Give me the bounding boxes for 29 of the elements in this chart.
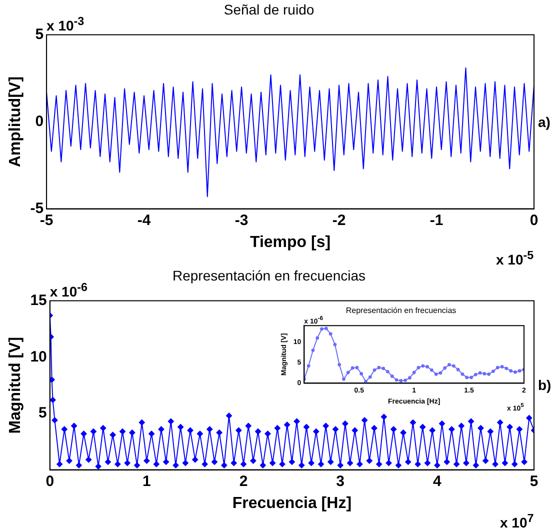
y-tick-label: -5 — [30, 200, 44, 217]
x-tick-label: -4 — [137, 212, 152, 229]
text: x 10$^{7}$ — [500, 512, 534, 531]
chart-title: Representación en frecuencias — [172, 267, 366, 284]
x-tick-label: -3 — [234, 212, 248, 229]
x-tick-label: 3 — [336, 472, 345, 490]
y-tick-label: 10 — [30, 348, 47, 366]
x-tick-label: 4 — [433, 472, 442, 490]
y-axis-title: Magnitud [V] — [7, 336, 24, 434]
y-tick-label: 0 — [35, 112, 44, 130]
x-tick-label: -1 — [430, 212, 444, 229]
text: x 10$^{-5}$ — [496, 249, 534, 268]
x-tick-label: 2 — [239, 472, 248, 490]
text: a) — [538, 114, 550, 130]
x-axis-title: Frecuencia [Hz] — [232, 494, 352, 512]
x-axis-title: Tiempo [s] — [250, 234, 331, 251]
y-axis-title: Amplitud[V] — [7, 76, 24, 168]
y-tick-label: 15 — [30, 292, 47, 309]
x-tick-label: -2 — [332, 212, 346, 229]
text: b) — [538, 377, 552, 394]
chart-title: Señal de ruido — [224, 1, 314, 18]
x-tick-label: 1 — [142, 472, 151, 490]
x-tick-label: 0 — [530, 212, 538, 229]
chart-title: Representación en frecuencias — [346, 306, 456, 316]
y-tick-label: 5 — [35, 26, 44, 43]
x-tick-label: 5 — [530, 472, 538, 490]
text: x 10$^{-3}$ — [46, 14, 84, 34]
y-tick-label: 5 — [38, 404, 47, 422]
text: x 10$^{-6}$ — [50, 280, 88, 300]
